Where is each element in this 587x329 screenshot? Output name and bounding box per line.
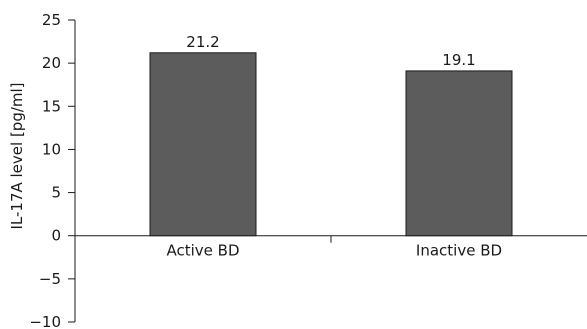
data-labels: 21.2 19.1: [186, 33, 475, 69]
bar: [405, 70, 513, 237]
category-label: Active BD: [166, 242, 239, 260]
y-tick-label: −10: [29, 313, 61, 329]
y-tick-label: 10: [42, 140, 61, 158]
y-ticks: 25 20 15 10 5 0 −5 −10: [29, 11, 75, 329]
y-tick-label: 15: [42, 97, 61, 115]
y-tick-label: 20: [42, 54, 61, 72]
bar-value-label: 19.1: [442, 51, 475, 69]
bars: [149, 52, 513, 237]
y-tick-label: 25: [42, 11, 61, 29]
y-tick-label: 0: [51, 227, 61, 245]
bar-value-label: 21.2: [186, 33, 219, 51]
category-label: Inactive BD: [416, 242, 502, 260]
y-tick-label: 5: [51, 184, 61, 202]
y-tick-label: −5: [39, 270, 61, 288]
y-axis-title: IL-17A level [pg/ml]: [8, 82, 26, 229]
category-labels: Active BD Inactive BD: [166, 235, 502, 260]
bar: [149, 52, 257, 237]
